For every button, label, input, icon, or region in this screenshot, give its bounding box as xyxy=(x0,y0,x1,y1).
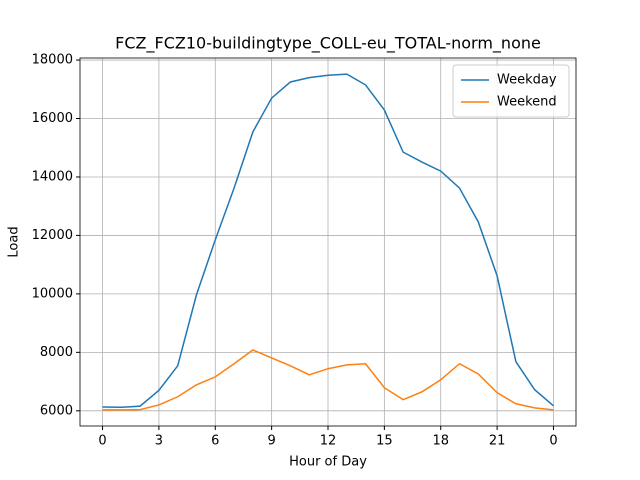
x-tick-label: 0 xyxy=(98,434,106,449)
legend-label: Weekend xyxy=(497,95,557,110)
x-tick-label: 12 xyxy=(320,434,337,449)
y-tick-label: 10000 xyxy=(32,286,73,301)
y-tick-label: 6000 xyxy=(40,403,73,418)
legend-label: Weekday xyxy=(497,73,557,88)
x-tick-label: 9 xyxy=(267,434,275,449)
legend: Weekday Weekend xyxy=(452,64,570,118)
y-tick-label: 16000 xyxy=(32,111,73,126)
y-tick-label: 14000 xyxy=(32,169,73,184)
x-tick-label: 0 xyxy=(549,434,557,449)
chart-title: FCZ_FCZ10-buildingtype_COLL-eu_TOTAL-nor… xyxy=(115,34,541,54)
x-tick-label: 15 xyxy=(376,434,393,449)
data-line xyxy=(102,349,554,411)
legend-box xyxy=(452,64,570,118)
x-axis-label: Hour of Day xyxy=(289,455,367,470)
y-axis-label: Load xyxy=(7,226,22,257)
data-line xyxy=(102,73,554,409)
x-tick-label: 3 xyxy=(155,434,163,449)
x-tick-label: 21 xyxy=(489,434,506,449)
y-tick-label: 8000 xyxy=(40,345,73,360)
axes-frame xyxy=(79,57,577,427)
y-tick-label: 18000 xyxy=(32,53,73,68)
x-tick-label: 18 xyxy=(432,434,449,449)
y-tick-label: 12000 xyxy=(32,228,73,243)
x-tick-label: 6 xyxy=(211,434,219,449)
